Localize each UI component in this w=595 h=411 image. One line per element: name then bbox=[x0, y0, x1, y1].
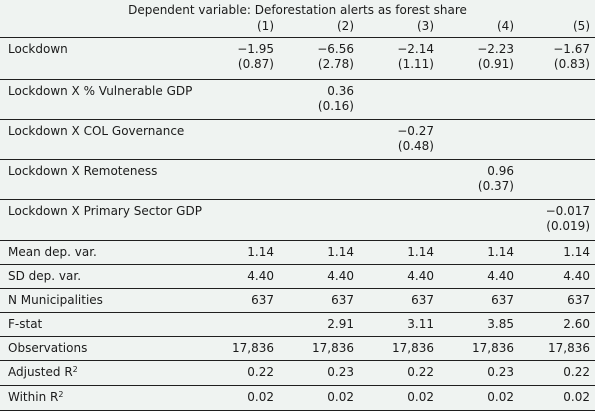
coefficient-estimate: −0.017 bbox=[545, 204, 590, 218]
statistic-value: 1.14 bbox=[487, 245, 514, 259]
statistic-value: 637 bbox=[411, 293, 434, 307]
statistic-value: 2.91 bbox=[327, 317, 354, 331]
standard-error: (0.37) bbox=[477, 179, 514, 193]
statistic-value: 3.11 bbox=[407, 317, 434, 331]
statistic-value: 0.22 bbox=[563, 365, 590, 379]
statistic-value: 0.23 bbox=[487, 365, 514, 379]
standard-error: (0.91) bbox=[477, 57, 514, 71]
table-title: Dependent variable: Deforestation alerts… bbox=[128, 3, 467, 17]
statistic-value: 0.02 bbox=[563, 390, 590, 404]
statistic-value: 4.40 bbox=[327, 269, 354, 283]
column-header-5: (5) bbox=[573, 19, 590, 33]
statistic-row: N Municipalities 637 637 637 637 637 bbox=[0, 288, 595, 312]
row-label: Lockdown X % Vulnerable GDP bbox=[8, 84, 193, 98]
superscript: 2 bbox=[58, 390, 64, 399]
statistic-value: 2.60 bbox=[563, 317, 590, 331]
coefficient-estimate: −1.95 bbox=[237, 42, 274, 56]
coefficient-estimate: 0.96 bbox=[487, 164, 514, 178]
statistic-row: F-stat 2.91 3.11 3.85 2.60 bbox=[0, 312, 595, 336]
row-label: N Municipalities bbox=[8, 293, 103, 308]
statistic-value: 17,836 bbox=[548, 341, 590, 355]
row-label: Adjusted R2 bbox=[8, 365, 78, 380]
statistic-value: 1.14 bbox=[327, 245, 354, 259]
coefficient-estimate: −2.23 bbox=[477, 42, 514, 56]
statistic-value: 0.22 bbox=[407, 365, 434, 379]
coefficient-estimate: −2.14 bbox=[397, 42, 434, 56]
statistic-value: 637 bbox=[567, 293, 590, 307]
row-label: Lockdown X Primary Sector GDP bbox=[8, 204, 202, 218]
standard-error: (0.48) bbox=[397, 139, 434, 153]
statistic-value: 4.40 bbox=[563, 269, 590, 283]
statistic-value: 1.14 bbox=[407, 245, 434, 259]
column-header-4: (4) bbox=[497, 19, 514, 33]
row-label-text: Observations bbox=[8, 341, 88, 355]
row-label: Lockdown X COL Governance bbox=[8, 124, 185, 138]
row-label: Lockdown X Remoteness bbox=[8, 164, 158, 178]
statistic-row: Adjusted R2 0.22 0.23 0.22 0.23 0.22 bbox=[0, 360, 595, 384]
statistic-value: 4.40 bbox=[487, 269, 514, 283]
row-label-text: Within R bbox=[8, 390, 59, 404]
row-label: F-stat bbox=[8, 317, 42, 332]
statistic-value: 0.02 bbox=[407, 390, 434, 404]
statistic-value: 17,836 bbox=[392, 341, 434, 355]
statistic-value: 0.02 bbox=[327, 390, 354, 404]
row-label-text: Adjusted R bbox=[8, 365, 73, 379]
statistic-value: 637 bbox=[331, 293, 354, 307]
row-label: Lockdown bbox=[8, 42, 68, 56]
statistic-row: Within R2 0.02 0.02 0.02 0.02 0.02 bbox=[0, 385, 595, 411]
statistic-value: 4.40 bbox=[407, 269, 434, 283]
standard-error: (0.019) bbox=[546, 219, 590, 233]
row-label: Within R2 bbox=[8, 390, 63, 405]
statistic-value: 3.85 bbox=[487, 317, 514, 331]
column-header-2: (2) bbox=[337, 19, 354, 33]
header-row: Dependent variable: Deforestation alerts… bbox=[0, 0, 595, 37]
statistic-value: 0.23 bbox=[327, 365, 354, 379]
coefficient-estimate: −1.67 bbox=[553, 42, 590, 56]
statistic-row: Mean dep. var. 1.14 1.14 1.14 1.14 1.14 bbox=[0, 240, 595, 264]
coefficient-row: Lockdown X Remoteness 0.96 (0.37) bbox=[0, 159, 595, 199]
row-label-text: N Municipalities bbox=[8, 293, 103, 307]
statistic-value: 0.22 bbox=[247, 365, 274, 379]
standard-error: (0.87) bbox=[237, 57, 274, 71]
statistic-value: 1.14 bbox=[563, 245, 590, 259]
coefficient-row: Lockdown X Primary Sector GDP −0.017 (0.01… bbox=[0, 199, 595, 239]
superscript: 2 bbox=[72, 365, 78, 374]
statistic-value: 0.02 bbox=[487, 390, 514, 404]
statistic-value: 0.02 bbox=[247, 390, 274, 404]
coefficient-row: Lockdown −1.95 (0.87) −6.56 (2.78) −2.14 (1.11… bbox=[0, 37, 595, 77]
statistic-row: Observations 17,836 17,836 17,836 17,836 17,8… bbox=[0, 336, 595, 360]
statistic-value: 17,836 bbox=[232, 341, 274, 355]
statistic-value: 637 bbox=[491, 293, 514, 307]
standard-error: (0.83) bbox=[553, 57, 590, 71]
statistic-value: 17,836 bbox=[472, 341, 514, 355]
row-label: Observations bbox=[8, 341, 87, 356]
statistic-value: 17,836 bbox=[312, 341, 354, 355]
row-label-text: Mean dep. var. bbox=[8, 245, 97, 259]
coefficient-estimate: 0.36 bbox=[327, 84, 354, 98]
coefficient-estimate: −0.27 bbox=[397, 124, 434, 138]
column-header-1: (1) bbox=[257, 19, 274, 33]
coefficient-row: Lockdown X % Vulnerable GDP 0.36 (0.16) bbox=[0, 79, 595, 119]
row-label: SD dep. var. bbox=[8, 269, 81, 284]
coefficient-row: Lockdown X COL Governance −0.27 (0.48) bbox=[0, 119, 595, 159]
row-label-text: SD dep. var. bbox=[8, 269, 82, 283]
statistic-value: 4.40 bbox=[247, 269, 274, 283]
standard-error: (0.16) bbox=[317, 99, 354, 113]
column-header-3: (3) bbox=[417, 19, 434, 33]
standard-error: (2.78) bbox=[317, 57, 354, 71]
coefficient-estimate: −6.56 bbox=[317, 42, 354, 56]
row-label-text: F-stat bbox=[8, 317, 43, 331]
statistic-value: 637 bbox=[251, 293, 274, 307]
row-label: Mean dep. var. bbox=[8, 245, 97, 260]
standard-error: (1.11) bbox=[397, 57, 434, 71]
statistic-row: SD dep. var. 4.40 4.40 4.40 4.40 4.40 bbox=[0, 264, 595, 288]
statistic-value: 1.14 bbox=[247, 245, 274, 259]
